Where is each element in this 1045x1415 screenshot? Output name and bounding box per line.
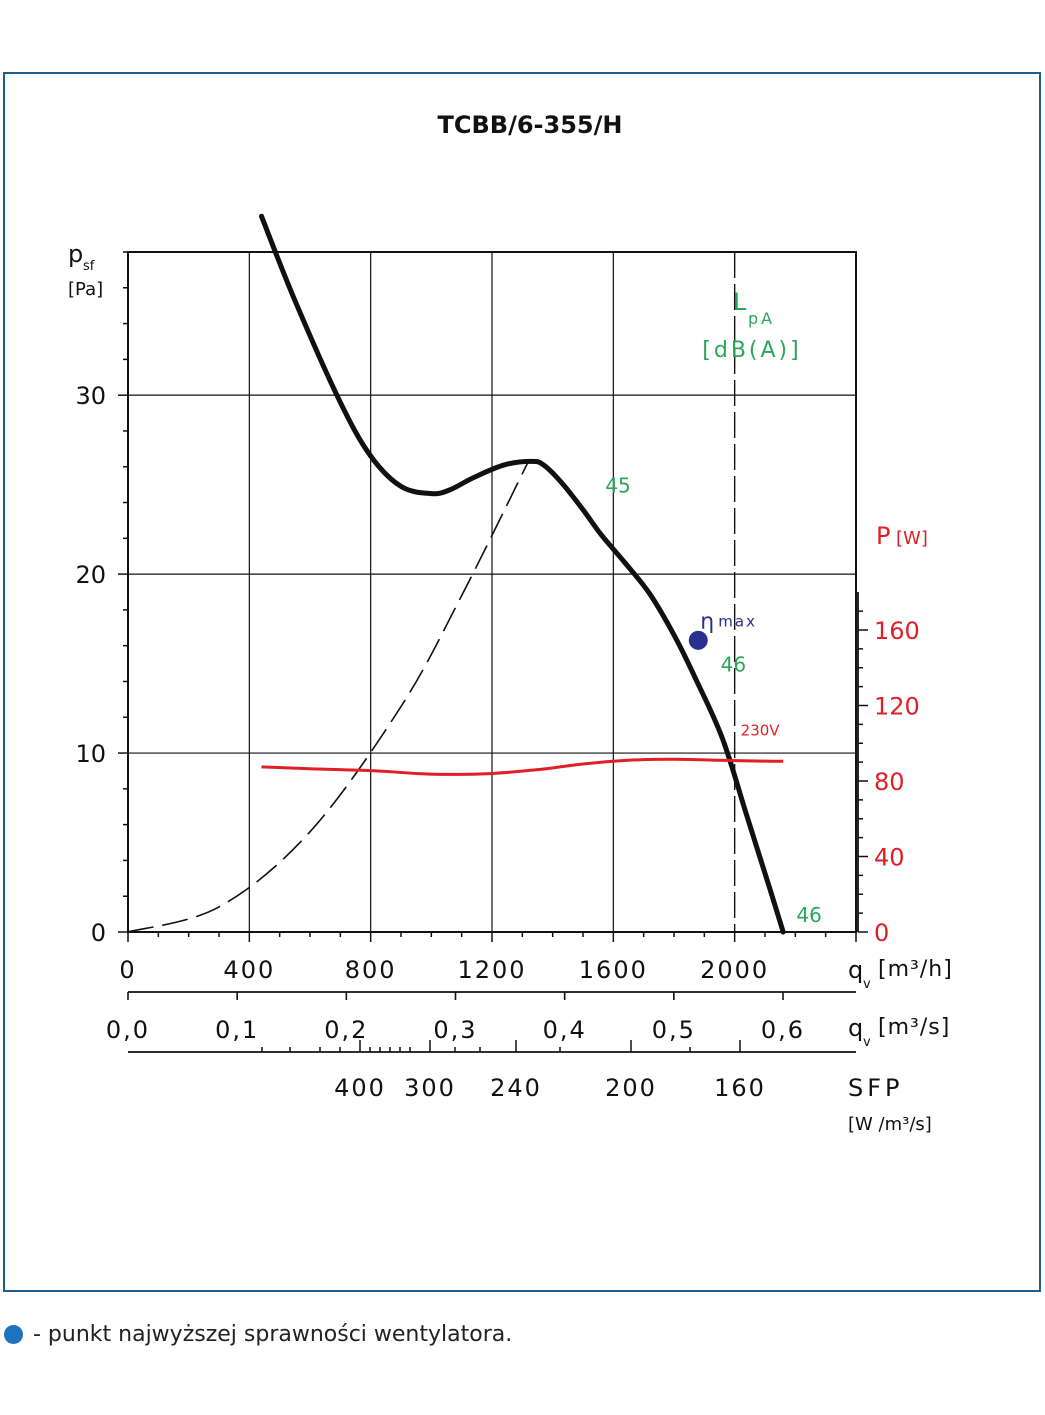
x-tick-label: 1600 — [579, 956, 648, 984]
eta-max-point — [688, 630, 708, 650]
m3s-axis-unit: [m³/s] — [878, 1015, 950, 1040]
x-tick-label: 0 — [119, 956, 136, 984]
x-tick-label: 800 — [345, 956, 397, 984]
power-axis-unit: [W] — [896, 528, 928, 549]
pressure-curve-230v — [258, 213, 786, 935]
y-tick-label: 0 — [91, 919, 106, 947]
x-tick-label: 400 — [223, 956, 275, 984]
legend-text: - punkt najwyższej sprawności wentylator… — [33, 1322, 513, 1347]
x-tick-label: 2000 — [700, 956, 769, 984]
curves — [127, 213, 786, 935]
m3s-axis-label-sub: v — [863, 1035, 871, 1050]
sfp-axis-unit: [W /m³/s] — [848, 1114, 932, 1135]
y-axis-label-sub: sf — [83, 259, 95, 274]
x-axis-label-sub: v — [863, 977, 871, 992]
y-axis-label: p — [68, 240, 83, 268]
y-tick-label: 30 — [75, 382, 106, 410]
chart-title: TCBB/6-355/H — [438, 111, 623, 139]
sfp-tick-label: 160 — [714, 1074, 766, 1102]
power-tick-label: 160 — [874, 617, 920, 645]
sfp-axis-label: SFP — [848, 1074, 904, 1102]
x-axis-unit: [m³/h] — [878, 957, 953, 982]
sfp-tick-label: 200 — [605, 1074, 657, 1102]
lpa-value-label: 46 — [796, 903, 821, 927]
grid — [127, 251, 857, 933]
eta-symbol: η — [700, 609, 714, 634]
axes — [118, 251, 868, 1053]
power-curve-230v — [261, 757, 784, 776]
y-axis-unit: [Pa] — [68, 279, 103, 300]
lpa-value-label: 45 — [605, 474, 630, 498]
m3s-tick-label: 0,0 — [106, 1016, 150, 1044]
m3s-tick-label: 0,4 — [543, 1016, 587, 1044]
sfp-tick-label: 400 — [334, 1074, 386, 1102]
chart-frame — [3, 72, 1041, 1292]
power-tick-label: 80 — [874, 768, 905, 796]
x-tick-label: 1200 — [457, 956, 526, 984]
m3s-tick-label: 0,2 — [324, 1016, 368, 1044]
power-tick-label: 120 — [874, 693, 920, 721]
m3s-tick-label: 0,5 — [652, 1016, 696, 1044]
m3s-axis-label: q — [848, 1014, 863, 1042]
m3s-tick-label: 0,3 — [433, 1016, 477, 1044]
lpa-label: L — [733, 288, 747, 316]
eta-point-legend-icon — [4, 1325, 23, 1344]
sfp-tick-label: 240 — [490, 1074, 542, 1102]
lpa-unit: [dB(A)] — [702, 338, 801, 363]
power-axis-label: P — [876, 522, 890, 550]
y-tick-label: 10 — [75, 740, 106, 768]
lpa-label-sub: pA — [748, 309, 775, 328]
sfp-tick-label: 300 — [404, 1074, 456, 1102]
m3s-tick-label: 0,1 — [215, 1016, 259, 1044]
legend-footer: - punkt najwyższej sprawności wentylator… — [4, 1322, 512, 1347]
voltage-label: 230V — [741, 722, 781, 740]
power-tick-label: 0 — [874, 919, 889, 947]
x-axis-label: q — [848, 956, 863, 984]
y-tick-label: 20 — [75, 561, 106, 589]
eta-max-label: max — [718, 612, 757, 630]
system-curve — [127, 461, 530, 933]
labels: TCBB/6-355/H 0 10 20 30 p sf [Pa] 0 40 80 120 160 P [W… — [68, 111, 953, 1135]
power-tick-label: 40 — [874, 844, 905, 872]
lpa-value-label: 46 — [721, 653, 746, 677]
m3s-tick-label: 0,6 — [761, 1016, 805, 1044]
